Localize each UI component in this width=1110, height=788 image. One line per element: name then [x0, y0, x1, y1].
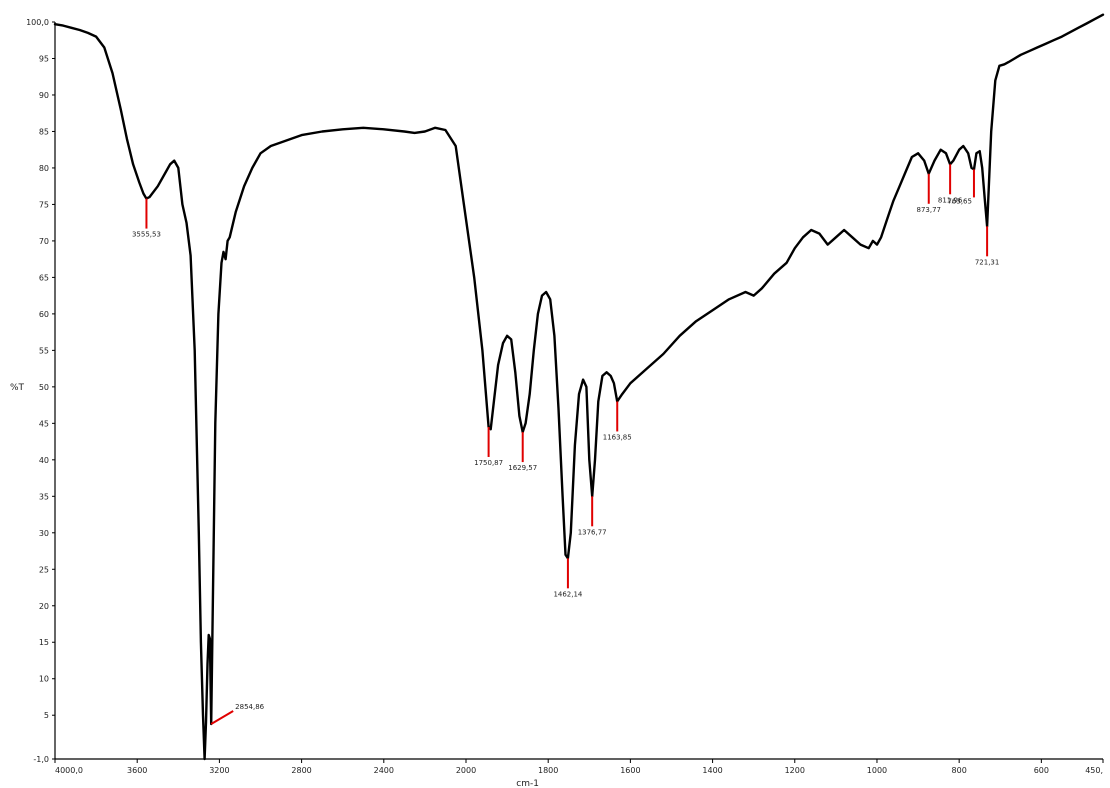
y-tick-label: 15 [39, 638, 49, 647]
peak-marker: 1163,85 [603, 401, 632, 441]
x-tick-label: 800 [952, 766, 967, 775]
y-tick-label: 80 [39, 164, 49, 173]
peak-label: 1750,87 [474, 459, 503, 467]
peak-label: 873,77 [916, 206, 941, 214]
y-tick-label: 95 [39, 54, 49, 63]
y-tick-label: 65 [39, 273, 49, 282]
peak-marker: 2854,86 [210, 703, 265, 725]
x-tick-label: 2400 [374, 766, 394, 775]
y-tick-label: 25 [39, 565, 49, 574]
peak-marker: 1376,77 [578, 496, 607, 536]
peak-marker: 1629,57 [508, 432, 537, 472]
peak-marker: 721,31 [975, 226, 1000, 266]
x-tick-label: 600 [1034, 766, 1049, 775]
y-tick-label: 45 [39, 419, 49, 428]
peak-label: 2854,86 [235, 703, 264, 711]
y-tick-label: 70 [39, 237, 49, 246]
x-tick-label: 450, [1085, 766, 1103, 775]
y-tick-labels: 100,0 95 90 85 80 75 70 65 60 55 50 45 40 35 30 25 20 15 1… [26, 18, 55, 764]
peak-label: 1376,77 [578, 528, 607, 536]
x-tick-label: 1600 [620, 766, 640, 775]
peak-marker: 763,65 [947, 169, 975, 205]
peak-marker: 1462,14 [553, 558, 583, 598]
peak-tick [210, 710, 234, 725]
peak-label: 1163,85 [603, 433, 632, 441]
peak-label: 811,96 [938, 196, 963, 204]
y-tick-label: 75 [39, 200, 49, 209]
x-axis-label: cm-1 [516, 779, 539, 788]
x-tick-label: 3200 [209, 766, 229, 775]
peak-marker: 811,96 [938, 164, 963, 204]
y-tick-label: 10 [39, 675, 49, 684]
x-tick-label: 1400 [702, 766, 722, 775]
x-tick-label: 4000,0 [55, 766, 83, 775]
y-tick-label: 35 [39, 492, 49, 501]
peak-label: 763,65 [947, 197, 972, 205]
x-tick-label: 3600 [127, 766, 147, 775]
x-tick-label: 2800 [291, 766, 311, 775]
y-tick-label: 5 [44, 711, 49, 720]
peak-label: 1629,57 [508, 464, 537, 472]
peak-marker: 873,77 [916, 173, 941, 214]
axes [54, 22, 1103, 760]
y-tick-label: 85 [39, 127, 49, 136]
y-tick-label: -1,0 [33, 755, 49, 764]
y-tick-label: 55 [39, 346, 49, 355]
y-tick-label: 50 [39, 383, 49, 392]
peak-label: 1462,14 [553, 590, 582, 598]
y-tick-label: 60 [39, 310, 49, 319]
series-layer [53, 13, 1105, 761]
y-tick-label: 100,0 [26, 18, 49, 27]
peak-label: 721,31 [975, 258, 1000, 266]
y-axis-label: %T [10, 383, 25, 393]
spectrum-line [53, 13, 1105, 761]
peak-marker: 3555,53 [132, 198, 161, 239]
x-tick-label: 1000 [867, 766, 887, 775]
y-tick-label: 40 [39, 456, 49, 465]
peak-annotations: 3555,53 2854,86 1750,87 1629,57 1462,14 1376,… [132, 164, 1000, 725]
x-tick-labels: 4000,0 3600 3200 2800 2400 2000 1800 1600 1400 12… [54, 759, 1104, 775]
y-tick-label: 30 [39, 529, 49, 538]
x-tick-label: 1800 [538, 766, 558, 775]
x-tick-label: 2000 [456, 766, 476, 775]
peak-label: 3555,53 [132, 231, 161, 239]
peak-marker: 1750,87 [474, 426, 503, 467]
y-tick-label: 20 [39, 602, 49, 611]
x-tick-label: 1200 [785, 766, 805, 775]
y-tick-label: 90 [39, 91, 49, 100]
